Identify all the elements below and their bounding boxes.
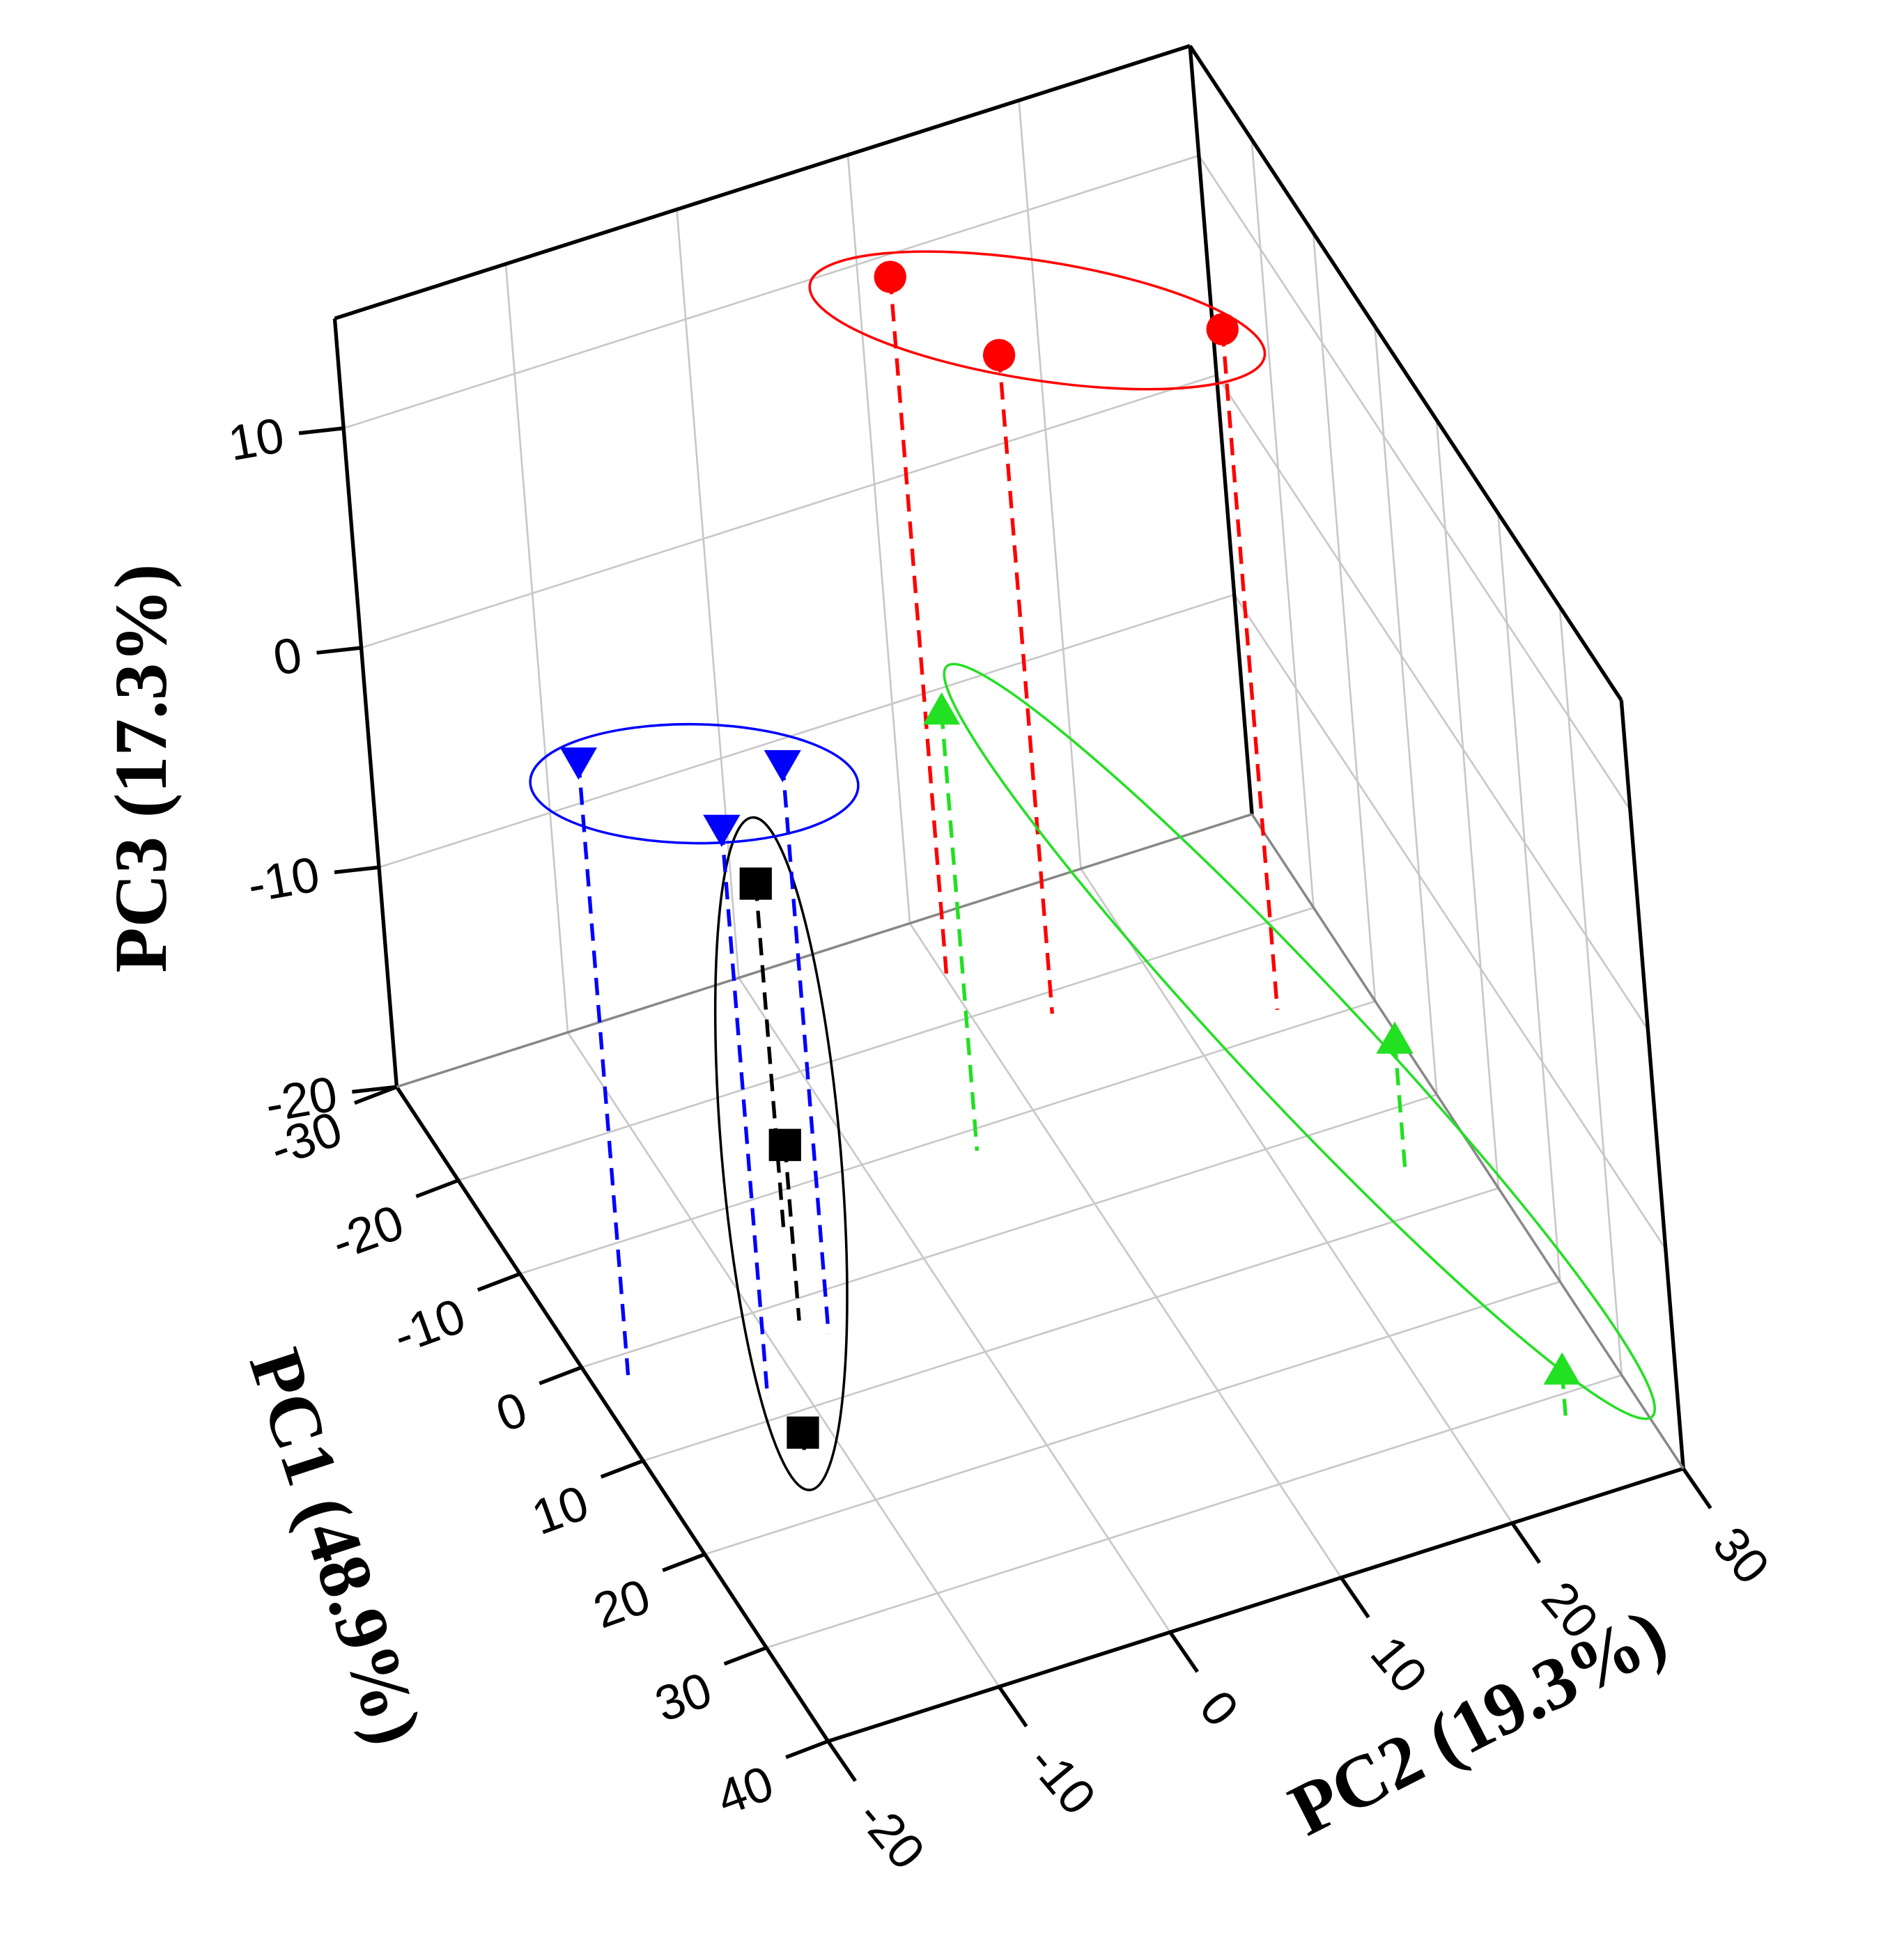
tick-mark	[539, 1365, 582, 1385]
grid-line	[676, 209, 740, 978]
drop-line	[720, 828, 770, 1399]
tick-mark	[1168, 1631, 1199, 1673]
tick-mark	[334, 865, 380, 874]
tick-mark	[826, 1740, 857, 1782]
group-ellipse	[529, 722, 860, 845]
grid-line	[1374, 326, 1438, 1095]
x-tick-label: 0	[489, 1382, 534, 1443]
tick-mark	[298, 426, 344, 435]
z-tick-label: 0	[270, 628, 307, 687]
drop-line	[780, 763, 831, 1335]
data-point	[559, 747, 598, 780]
x-tick-label: -20	[325, 1195, 411, 1271]
y-tick-label: -10	[1018, 1735, 1106, 1826]
x-tick-label: -10	[386, 1288, 472, 1364]
data-point	[768, 1128, 801, 1161]
axis-frame	[396, 813, 1253, 1089]
grid-line	[504, 263, 569, 1033]
tick-mark	[997, 1685, 1028, 1727]
data-point	[739, 867, 772, 900]
axis-frame	[1251, 813, 1685, 1470]
grid-line	[1251, 139, 1315, 908]
grid-line	[519, 1000, 1376, 1275]
tick-mark	[1339, 1576, 1370, 1619]
drop-line	[1221, 329, 1280, 1010]
drop-line	[997, 355, 1055, 1014]
axis-frame	[1188, 45, 1254, 815]
z-tick-label: 10	[224, 408, 288, 472]
axis-frame	[1619, 700, 1685, 1469]
tick-mark	[415, 1179, 459, 1199]
grid-line	[846, 155, 911, 924]
z-tick-label: -10	[244, 847, 324, 914]
data-point	[1543, 1352, 1581, 1385]
y-tick-label: -20	[846, 1789, 935, 1880]
grid-line	[1312, 233, 1377, 1002]
grid-line	[566, 1032, 1000, 1688]
drop-line	[576, 760, 630, 1376]
axis-frame	[332, 318, 399, 1087]
y-tick-label: 30	[1702, 1517, 1779, 1594]
drop-line	[939, 711, 980, 1151]
grid-line	[908, 922, 1342, 1578]
grid-line	[581, 1094, 1437, 1369]
grid-line	[1080, 868, 1513, 1524]
data-point	[982, 339, 1016, 371]
grid-line	[1018, 100, 1082, 869]
data-point	[703, 814, 741, 848]
drop-line	[783, 1144, 801, 1321]
tick-mark	[1682, 1467, 1712, 1509]
grid-line	[458, 906, 1314, 1181]
z-tick-label: -20	[261, 1066, 341, 1133]
y-tick-label: 0	[1189, 1681, 1248, 1737]
x-tick-label: 20	[587, 1569, 657, 1639]
x-tick-label: 30	[649, 1662, 719, 1732]
tick-mark	[353, 1085, 398, 1105]
axis-frame	[334, 44, 1191, 320]
grid-line	[704, 1280, 1561, 1555]
drop-line	[888, 277, 949, 980]
group-ellipse	[713, 816, 849, 1491]
tick-mark	[600, 1459, 644, 1479]
grid-line	[361, 374, 1217, 649]
tick-mark	[723, 1646, 768, 1666]
grid-line	[1233, 594, 1666, 1250]
drop-line	[754, 883, 787, 1236]
axis-frame	[395, 1085, 830, 1743]
group-ellipse	[808, 250, 1267, 391]
tick-mark	[316, 646, 362, 655]
y-axis-title: PC2 (19.3%)	[1277, 1593, 1679, 1852]
grid-line	[1198, 155, 1632, 811]
axis-frame	[827, 1466, 1685, 1743]
x-tick-label: 10	[525, 1475, 596, 1546]
y-tick-label: 10	[1360, 1626, 1437, 1703]
grid-line	[642, 1187, 1499, 1462]
tick-mark	[477, 1272, 521, 1292]
grid-line	[343, 155, 1200, 430]
grid-line	[1558, 606, 1623, 1376]
z-axis-title: PC3 (17.3%)	[100, 564, 183, 973]
grid-line	[1497, 513, 1561, 1282]
tick-mark	[785, 1739, 829, 1760]
data-point	[874, 261, 906, 293]
tick-mark	[662, 1552, 706, 1572]
data-point	[1376, 1021, 1414, 1054]
data-point	[764, 749, 801, 783]
tick-mark	[352, 1085, 397, 1094]
drop-line	[1393, 1041, 1407, 1173]
grid-line	[766, 1374, 1623, 1649]
x-tick-label: 40	[710, 1756, 780, 1826]
data-point	[787, 1416, 819, 1449]
data-point	[922, 692, 961, 725]
grid-line	[1435, 419, 1500, 1188]
grid-line	[378, 593, 1235, 869]
group-ellipse	[943, 662, 1657, 1420]
data-point	[1206, 313, 1239, 345]
x-axis-title: PC1 (48.9%)	[233, 1339, 438, 1754]
axis-frame	[1188, 45, 1623, 701]
tick-mark	[1510, 1522, 1542, 1564]
grid-line	[738, 977, 1171, 1633]
grid-line	[1216, 374, 1649, 1030]
